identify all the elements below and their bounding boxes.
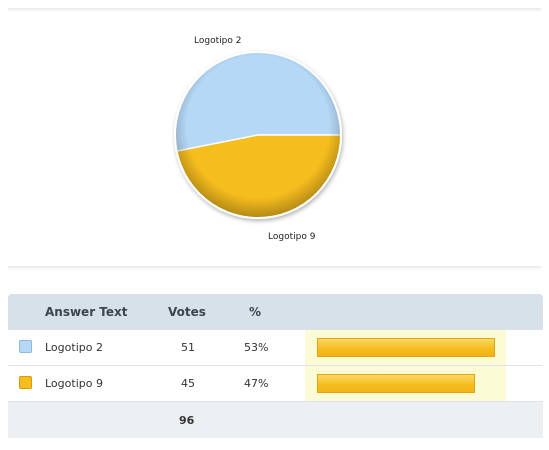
color-swatch <box>19 340 32 353</box>
table-row: Logotipo 2 51 53% <box>8 330 543 366</box>
results-footer: 96 <box>8 402 543 438</box>
pie-rim <box>174 51 342 219</box>
bar-cell <box>305 330 506 365</box>
color-swatch <box>19 376 32 389</box>
table-row: Logotipo 9 45 47% <box>8 366 543 402</box>
header-percent: % <box>249 305 262 319</box>
vote-percent: 53% <box>244 341 269 354</box>
result-bar <box>317 338 495 357</box>
answer-text: Logotipo 9 <box>45 377 103 390</box>
header-votes: Votes <box>168 305 206 319</box>
results-table: Answer Text Votes % Logotipo 2 51 53% Lo… <box>8 294 543 438</box>
top-divider <box>8 8 541 12</box>
vote-percent: 47% <box>244 377 269 390</box>
pie-label: Logotipo 9 <box>268 232 316 242</box>
chart-divider <box>8 266 541 270</box>
total-votes: 96 <box>179 414 195 427</box>
pie-chart: Logotipo 2 Logotipo 9 <box>8 12 541 268</box>
pie-shading <box>175 52 341 218</box>
header-answer-text: Answer Text <box>45 305 128 319</box>
results-header: Answer Text Votes % <box>8 294 543 330</box>
pie-chart-svg: Logotipo 2 Logotipo 9 <box>174 36 342 242</box>
bar-cell <box>305 366 506 401</box>
answer-text: Logotipo 2 <box>45 341 103 354</box>
vote-count: 45 <box>181 377 195 390</box>
pie-label: Logotipo 2 <box>194 36 241 46</box>
vote-count: 51 <box>181 341 195 354</box>
result-bar <box>317 374 475 393</box>
